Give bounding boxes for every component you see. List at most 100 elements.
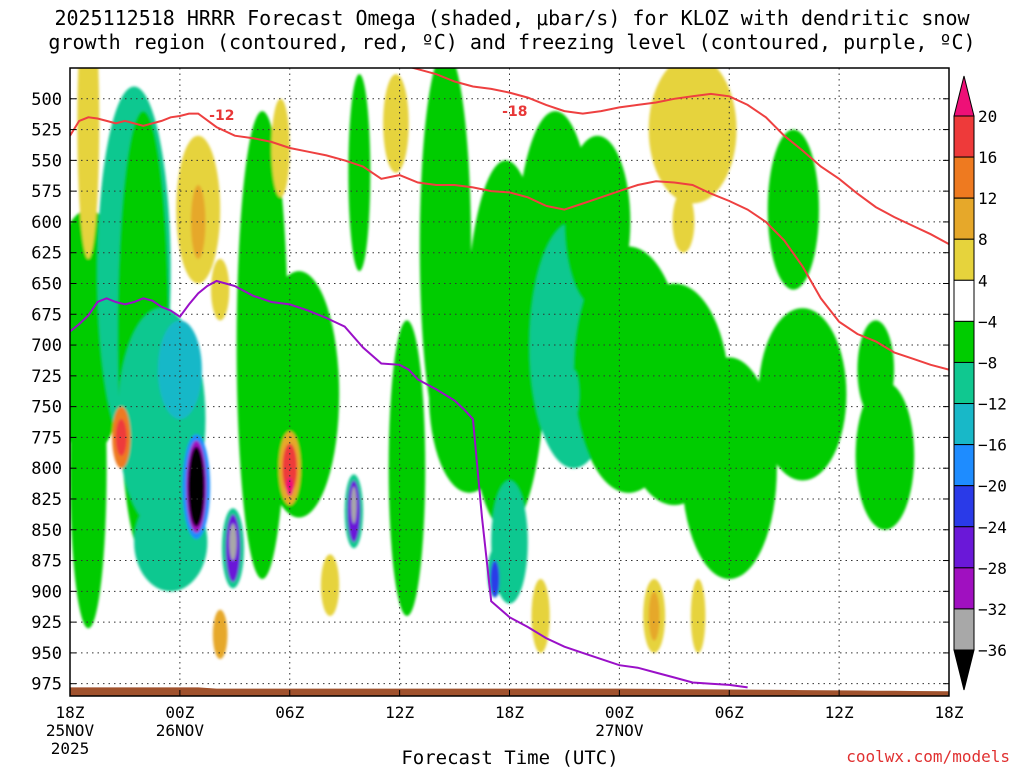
omega-cell-25 xyxy=(77,68,100,259)
contour-label-18: -18 xyxy=(502,104,527,120)
y-tick-label-10: 750 xyxy=(31,398,62,418)
omega-cell-30 xyxy=(211,258,230,321)
colorbar-label-3: 8 xyxy=(978,230,988,249)
colorbar-cap-top xyxy=(953,75,975,117)
x-tick-label-1: 00Z xyxy=(165,703,194,722)
contour-1 xyxy=(545,180,949,371)
colorbar-cap-bottom xyxy=(953,649,975,691)
title-line1: 2025112518 HRRR Forecast Omega (shaded, … xyxy=(54,6,970,30)
x-tick-label-4: 18Z xyxy=(495,703,524,722)
omega-shading xyxy=(70,68,915,660)
contour-0 xyxy=(70,112,547,207)
contour-label-12: -12 xyxy=(209,108,234,124)
y-tick-label-17: 925 xyxy=(31,613,62,633)
y-tick-label-8: 700 xyxy=(31,336,62,356)
omega-cell-55 xyxy=(568,369,580,419)
y-tick-label-15: 875 xyxy=(31,552,62,572)
omega-cell-42 xyxy=(648,591,660,641)
x-tick-label-8: 18Z xyxy=(935,703,964,722)
colorbar-bin-5 xyxy=(953,279,975,322)
colorbar-label-6: −8 xyxy=(978,353,997,372)
colorbar-bin-6 xyxy=(953,320,975,363)
omega-cell-21 xyxy=(767,129,819,290)
x-tick-label-0: 18Z xyxy=(56,703,85,722)
colorbar-bin-8 xyxy=(953,403,975,446)
omega-cell-6 xyxy=(157,320,202,419)
x-date-label-5: 27NOV xyxy=(595,721,644,740)
x-tick-label-3: 12Z xyxy=(385,703,414,722)
omega-cell-43 xyxy=(690,579,706,653)
omega-cell-49 xyxy=(229,523,237,561)
colorbar-bin-11 xyxy=(953,526,975,569)
omega-cell-40 xyxy=(672,191,695,253)
colorbar-label-0: 20 xyxy=(978,107,997,126)
y-tick-label-3: 575 xyxy=(31,182,62,202)
y-tick-label-18: 950 xyxy=(31,644,62,664)
colorbar-bin-13 xyxy=(953,608,975,651)
omega-cell-54 xyxy=(490,560,500,598)
omega-cell-20 xyxy=(681,357,777,580)
y-tick-label-14: 850 xyxy=(31,521,62,541)
y-tick-label-4: 600 xyxy=(31,213,62,233)
omega-cell-8 xyxy=(258,271,340,518)
colorbar-bin-3 xyxy=(953,197,975,240)
omega-cell-29 xyxy=(190,184,206,259)
colorbar-bin-7 xyxy=(953,361,975,405)
omega-cell-34 xyxy=(282,443,298,493)
colorbar-label-11: −28 xyxy=(978,559,1007,578)
colorbar-label-4: 4 xyxy=(978,271,988,290)
chart-title: 2025112518 HRRR Forecast Omega (shaded, … xyxy=(0,6,1024,54)
colorbar-bin-4 xyxy=(953,238,975,281)
contour-3 xyxy=(70,279,748,689)
omega-cell-22 xyxy=(758,308,847,481)
y-tick-label-6: 650 xyxy=(31,274,62,294)
x-date-label-1: 26NOV xyxy=(156,721,205,740)
omega-cell-38 xyxy=(531,579,550,653)
x-date-label-0: 25NOV xyxy=(46,721,95,740)
omega-cell-32 xyxy=(271,98,290,198)
x-tick-label-6: 06Z xyxy=(715,703,744,722)
colorbar-bin-12 xyxy=(953,567,975,610)
x-tick-label-5: 00Z xyxy=(605,703,634,722)
y-tick-label-19: 975 xyxy=(31,675,62,695)
colorbar-label-7: −12 xyxy=(978,395,1007,414)
colorbar-bin-9 xyxy=(953,444,975,487)
y-tick-label-12: 800 xyxy=(31,459,62,479)
y-tick-label-11: 775 xyxy=(31,428,62,448)
colorbar-label-1: 16 xyxy=(978,148,997,167)
colorbar-label-12: −32 xyxy=(978,600,1007,619)
omega-cell-9 xyxy=(348,74,371,272)
y-tick-label-13: 825 xyxy=(31,490,62,510)
omega-cell-31 xyxy=(212,609,228,660)
contour-lines: -12 -18 xyxy=(70,68,949,689)
colorbar: 20 16 12 8 4 −4 −8 −12 −16 −20 −24 −28 −32 −36 xyxy=(953,75,1007,691)
omega-cell-46 xyxy=(188,446,205,527)
colorbar-label-13: −36 xyxy=(978,641,1007,660)
y-tick-label-0: 500 xyxy=(31,90,62,110)
x-tick-label-7: 12Z xyxy=(825,703,854,722)
y-tick-label-5: 625 xyxy=(31,244,62,264)
colorbar-label-2: 12 xyxy=(978,189,997,208)
y-tick-label-1: 525 xyxy=(31,121,62,141)
colorbar-bin-1 xyxy=(953,115,975,158)
y-axis: 500 525 550 575 600 625 650 675 700 725 750 775 800 8… xyxy=(31,90,949,695)
x-year-label-0: 2025 xyxy=(51,739,90,758)
contour-2 xyxy=(409,68,949,245)
y-tick-label-16: 900 xyxy=(31,582,62,602)
colorbar-label-8: −16 xyxy=(978,436,1007,455)
title-line2: growth region (contoured, red, ºC) and f… xyxy=(48,30,976,54)
grid xyxy=(70,68,949,696)
colorbar-label-10: −24 xyxy=(978,518,1007,537)
omega-cell-27 xyxy=(115,418,127,456)
y-tick-label-7: 675 xyxy=(31,305,62,325)
omega-cell-36 xyxy=(320,554,340,616)
x-tick-label-2: 06Z xyxy=(275,703,304,722)
y-tick-label-9: 725 xyxy=(31,367,62,387)
colorbar-label-5: −4 xyxy=(978,312,997,331)
omega-cell-37 xyxy=(383,74,409,173)
colorbar-label-9: −20 xyxy=(978,477,1007,496)
omega-cell-1 xyxy=(70,308,107,629)
omega-cell-52 xyxy=(351,486,357,524)
